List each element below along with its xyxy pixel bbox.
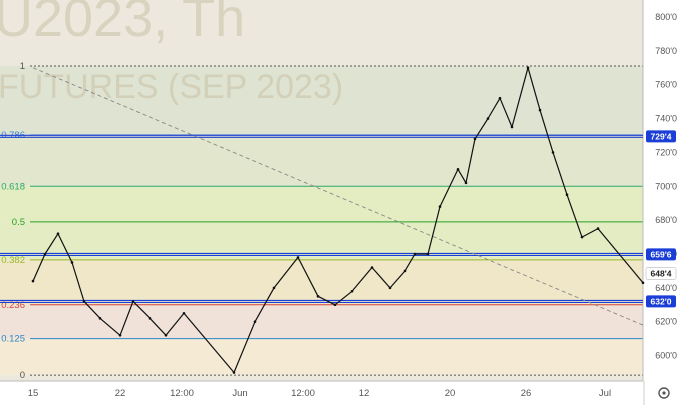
price-point-0: [31, 279, 35, 283]
fib-label-0.382: 0.382: [1, 255, 25, 266]
price-point-5: [98, 317, 102, 320]
hline-badge-label-2: 632'0: [651, 296, 672, 306]
price-point-10: [182, 311, 186, 315]
y-tick-label-1: 780'0: [655, 46, 677, 56]
x-tick-label-6: 20: [445, 388, 456, 399]
fib-label-0.5: 0.5: [12, 217, 25, 228]
price-point-36: [641, 281, 645, 285]
x-tick-label-8: Jul: [599, 388, 611, 399]
hline-badge-0: [646, 130, 676, 143]
price-point-15: [316, 295, 320, 298]
band-0.618-0.5: [0, 186, 643, 222]
price-point-4: [82, 300, 86, 303]
price-point-7: [131, 300, 135, 303]
price-point-25: [464, 181, 468, 185]
y-tick-label-10: 600'0: [655, 351, 677, 361]
band-0.786-0.618: [0, 134, 643, 187]
price-point-24: [456, 168, 460, 171]
band-1-0.786: [0, 66, 643, 135]
price-point-3: [70, 261, 74, 264]
price-point-22: [426, 252, 430, 256]
price-series: [31, 66, 645, 374]
x-axis-bg: [0, 381, 680, 405]
price-point-20: [403, 269, 407, 273]
fib-label-0: 0: [20, 370, 25, 381]
price-point-35: [596, 227, 600, 230]
horizontal-lines: 729'4 659'6 632'0 648'4: [0, 130, 677, 308]
hline-badge-label-0: 729'4: [651, 131, 672, 141]
settings-gear-icon[interactable]: [658, 387, 670, 399]
price-point-11: [232, 371, 236, 374]
price-point-13: [272, 286, 276, 290]
hline-badge-1: [646, 248, 676, 261]
y-axis-bg: [643, 0, 680, 405]
last-price-badge: [645, 267, 677, 280]
y-tick-label-6: 680'0: [655, 215, 677, 225]
price-point-32: [551, 151, 555, 154]
x-axis: 15 22 12:00 Jun 12:00 12 20 26 Jul: [0, 380, 680, 405]
x-tick-label-7: 26: [521, 388, 532, 399]
hline-badge-label-1: 659'6: [651, 249, 672, 259]
y-tick-label-8: 640'0: [655, 283, 677, 293]
last-price-label: 648'4: [651, 268, 672, 278]
price-point-23: [438, 205, 442, 208]
fib-bands: [0, 0, 643, 381]
y-axis: 800'0780'0760'0740'0720'0700'0680'0660'0…: [642, 0, 680, 405]
y-tick-label-9: 620'0: [655, 317, 677, 327]
x-tick-label-2: 12:00: [170, 388, 194, 399]
band-below-0: [0, 375, 643, 381]
price-point-31: [538, 108, 542, 112]
y-tick-label-4: 720'0: [655, 147, 677, 157]
price-point-18: [370, 266, 374, 269]
trendline: [32, 67, 644, 326]
price-point-26: [473, 137, 477, 141]
price-point-12: [253, 320, 257, 324]
price-point-27: [486, 117, 490, 120]
x-tick-label-0: 15: [28, 388, 39, 399]
price-point-2: [56, 232, 60, 235]
settings-gear-center: [662, 391, 666, 395]
band-0.236-0.125: [0, 304, 643, 339]
price-point-21: [413, 252, 417, 256]
watermark: U2023, Th FUTURES (SEP 2023): [0, 0, 343, 106]
y-tick-label-0: 800'0: [655, 12, 677, 22]
band-above-1: [0, 0, 643, 67]
y-tick-label-2: 760'0: [655, 80, 677, 90]
band-0.382-0.236: [0, 259, 643, 305]
price-point-1: [43, 252, 47, 256]
price-point-33: [565, 193, 569, 197]
price-point-28: [498, 96, 502, 100]
x-tick-label-3: Jun: [232, 388, 247, 399]
settings-button[interactable]: [658, 387, 670, 399]
trendline-group: [32, 67, 644, 326]
price-point-17: [350, 289, 354, 293]
x-tick-label-1: 22: [115, 388, 126, 399]
x-tick-label-4: 12:00: [291, 388, 315, 399]
price-point-29: [510, 125, 514, 129]
fib-label-0.125: 0.125: [1, 334, 25, 345]
price-point-16: [333, 303, 337, 307]
price-point-34: [580, 235, 584, 239]
band-0.125-0: [0, 338, 643, 376]
watermark-line-1: U2023, Th: [0, 0, 245, 48]
fib-label-1: 1: [20, 61, 25, 72]
y-tick-label-3: 740'0: [655, 114, 677, 124]
price-point-8: [148, 317, 152, 320]
hline-badge-2: [646, 295, 676, 308]
price-point-9: [164, 333, 168, 337]
price-point-30: [526, 66, 530, 70]
price-point-19: [388, 286, 392, 290]
y-tick-label-5: 700'0: [655, 181, 677, 191]
price-point-6: [118, 333, 122, 337]
fib-label-0.236: 0.236: [1, 300, 25, 311]
band-0.5-0.382: [0, 221, 643, 260]
price-point-14: [296, 256, 300, 259]
fib-label-0.618: 0.618: [1, 181, 25, 192]
watermark-line-2: FUTURES (SEP 2023): [0, 68, 343, 106]
x-tick-label-5: 12: [359, 388, 370, 399]
